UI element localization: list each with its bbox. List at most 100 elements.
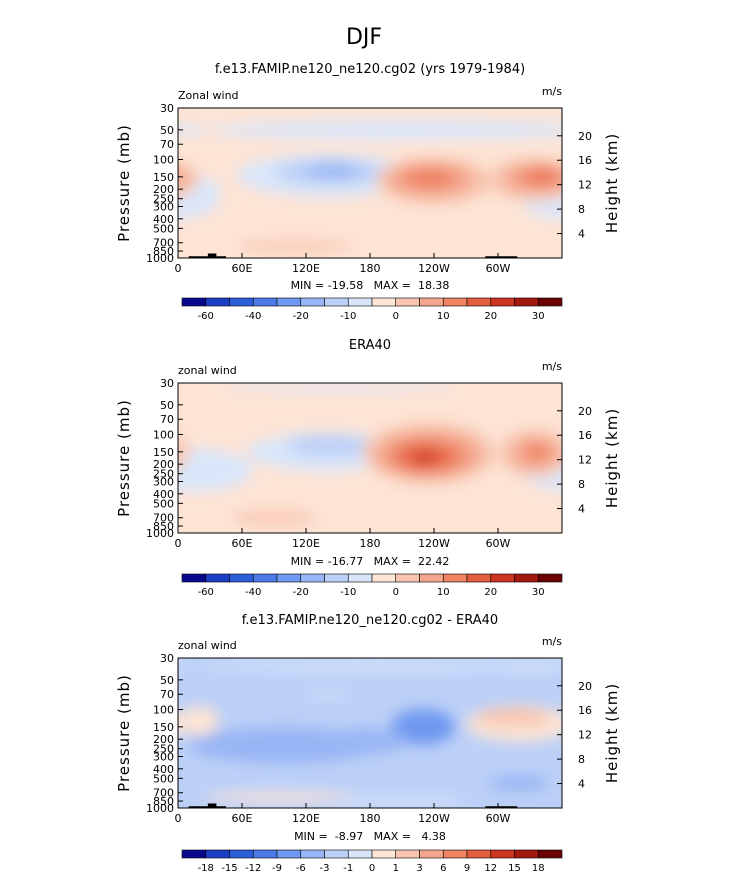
colorbar-swatch <box>324 297 349 307</box>
colorbar-label: 1 <box>393 863 399 873</box>
pressure-tick-label: 150 <box>153 171 174 184</box>
colorbar-swatch <box>466 849 492 859</box>
contour-region <box>204 792 354 803</box>
topography-mask <box>485 256 518 258</box>
pressure-tick-label: 300 <box>153 750 174 763</box>
colorbar-label: 20 <box>484 311 497 322</box>
contour-region <box>536 173 554 181</box>
pressure-tick-label: 200 <box>153 458 174 471</box>
colorbar-swatch <box>442 297 468 307</box>
pressure-tick-label: 1000 <box>146 802 174 815</box>
pressure-axis-label: Pressure (mb) <box>115 399 133 517</box>
height-tick-label: 16 <box>578 704 592 717</box>
pressure-tick-label: 30 <box>160 102 174 115</box>
colorbar-label: 0 <box>369 863 375 873</box>
height-tick-label: 8 <box>578 478 585 491</box>
lon-tick-label: 120W <box>418 262 450 275</box>
variable-label: zonal wind <box>178 364 237 377</box>
pressure-tick-label: 500 <box>153 497 174 510</box>
colorbar-swatch <box>229 849 254 859</box>
colorbar-swatch <box>466 297 492 307</box>
variable-label: Zonal wind <box>178 89 239 102</box>
contour-region <box>178 436 189 470</box>
colorbar-swatch <box>276 849 302 859</box>
colorbar-swatch <box>252 573 278 583</box>
min-max-stats: MIN = -16.77 MAX = 22.42 <box>291 555 450 568</box>
colorbar-swatch <box>205 297 230 307</box>
lon-tick-label: 0 <box>175 262 182 275</box>
lon-tick-label: 0 <box>175 812 182 825</box>
pressure-tick-label: 850 <box>153 795 174 808</box>
colorbar-swatch <box>395 849 420 859</box>
colorbar-swatch <box>514 573 539 583</box>
contour-region <box>231 511 317 525</box>
colorbar-label: 3 <box>416 863 422 873</box>
pressure-tick-label: 100 <box>153 704 174 717</box>
colorbar-swatch <box>347 573 373 583</box>
contour-region <box>303 691 351 697</box>
colorbar: -60 -40 -20 -10 0 10 20 30 <box>181 297 563 322</box>
colorbar-swatch <box>395 573 420 583</box>
colorbar-swatch <box>347 849 373 859</box>
pressure-tick-label: 850 <box>153 520 174 533</box>
lon-tick-label: 120E <box>292 812 320 825</box>
contour-region <box>178 124 210 136</box>
pressure-tick-label: 50 <box>160 124 174 137</box>
pressure-tick-label: 400 <box>153 763 174 776</box>
lon-tick-label: 60E <box>232 537 253 550</box>
pressure-tick-label: 250 <box>153 743 174 756</box>
height-tick-label: 20 <box>578 680 592 693</box>
colorbar-label: -40 <box>245 587 261 598</box>
topography-mask <box>485 806 518 808</box>
colorbar-swatch <box>205 849 230 859</box>
pressure-tick-label: 700 <box>153 787 174 800</box>
colorbar-label: -40 <box>245 311 261 322</box>
contour-region <box>322 728 408 755</box>
height-tick-label: 12 <box>578 179 592 192</box>
lon-tick-label: 180 <box>360 812 381 825</box>
colorbar-swatch <box>419 297 444 307</box>
pressure-tick-label: 500 <box>153 772 174 785</box>
pressure-tick-label: 500 <box>153 222 174 235</box>
topography-mask <box>207 803 217 808</box>
pressure-tick-label: 400 <box>153 213 174 226</box>
pressure-tick-label: 700 <box>153 237 174 250</box>
colorbar-label: -6 <box>296 863 306 873</box>
colorbar-swatch <box>181 573 207 583</box>
contour-region <box>414 452 434 463</box>
colorbar-label: 18 <box>532 863 545 873</box>
pressure-tick-label: 150 <box>153 721 174 734</box>
pressure-tick-label: 30 <box>160 377 174 390</box>
pressure-tick-label: 1000 <box>146 527 174 540</box>
topography-mask <box>188 256 226 258</box>
units-label: m/s <box>542 635 562 648</box>
pressure-tick-label: 70 <box>160 688 174 701</box>
colorbar-swatch <box>537 573 563 583</box>
colorbar-swatch <box>466 573 492 583</box>
colorbar-swatch <box>442 849 468 859</box>
colorbar-swatch <box>229 297 254 307</box>
height-axis-label: Height (km) <box>603 408 621 508</box>
lon-tick-label: 0 <box>175 537 182 550</box>
colorbar-label: -60 <box>198 311 214 322</box>
figure-title: DJF <box>346 25 382 50</box>
colorbar-label: 6 <box>440 863 446 873</box>
colorbar-swatch <box>181 297 207 307</box>
pressure-tick-label: 100 <box>153 429 174 442</box>
lon-tick-label: 60W <box>486 262 511 275</box>
colorbar-label: -20 <box>293 587 309 598</box>
panel-title: f.e13.FAMIP.ne120_ne120.cg02 (yrs 1979-1… <box>215 62 525 77</box>
colorbar-label: 30 <box>532 587 545 598</box>
contour-field <box>178 383 562 533</box>
colorbar-swatch <box>276 297 302 307</box>
contour-region <box>304 163 361 178</box>
panel-difference: f.e13.FAMIP.ne120_ne120.cg02 - ERA40 zon… <box>115 613 621 873</box>
lon-tick-label: 120W <box>418 537 450 550</box>
pressure-tick-label: 400 <box>153 488 174 501</box>
units-label: m/s <box>542 360 562 373</box>
contour-region <box>489 775 550 791</box>
pressure-tick-label: 250 <box>153 193 174 206</box>
contour-region <box>476 707 552 727</box>
